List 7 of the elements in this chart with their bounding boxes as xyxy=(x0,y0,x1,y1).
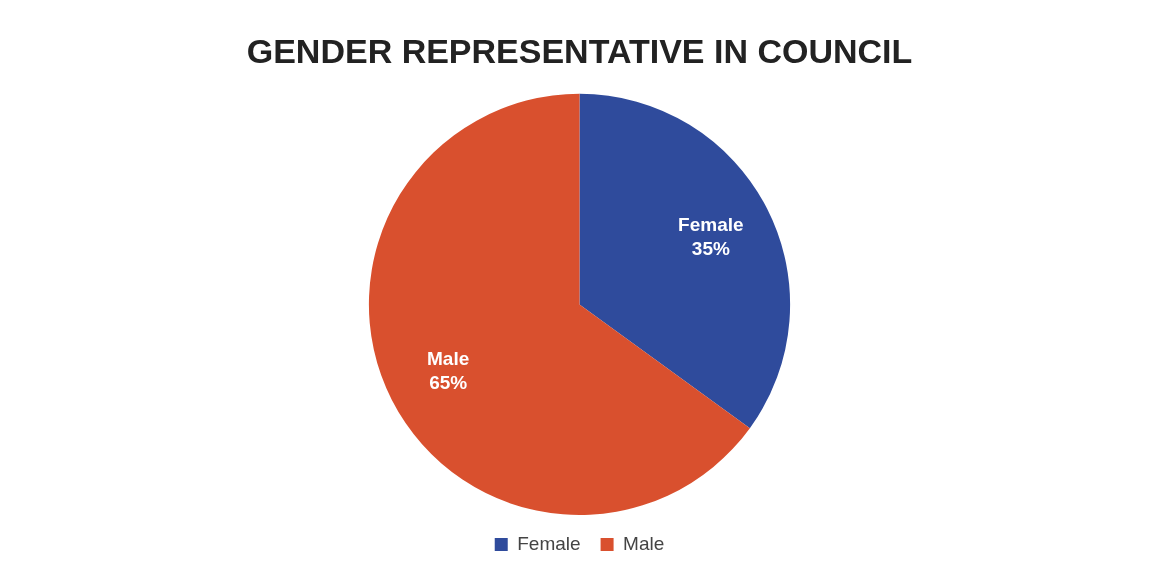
legend-label: Female xyxy=(517,532,581,554)
data-label: 35% xyxy=(691,237,730,259)
chart-title: GENDER REPRESENTATIVE IN COUNCIL xyxy=(246,31,913,70)
slice-label: Female xyxy=(678,213,744,235)
data-label: 65% xyxy=(429,371,468,393)
legend-label: Male xyxy=(623,532,665,554)
slice-label: Male xyxy=(427,347,470,369)
